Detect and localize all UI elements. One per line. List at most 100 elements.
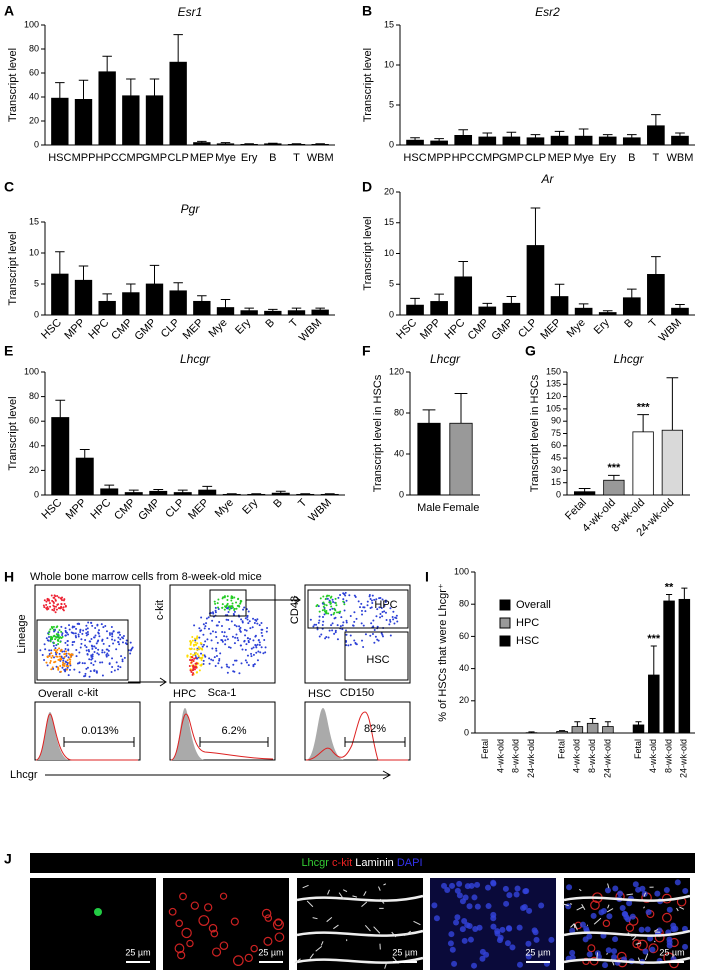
error-bar xyxy=(589,718,596,724)
event-dot xyxy=(335,604,338,607)
error-bar xyxy=(651,256,661,275)
event-dot xyxy=(341,624,344,627)
scale-label: 25 µm xyxy=(392,947,417,957)
event-dot xyxy=(46,639,49,642)
event-dot xyxy=(355,643,358,646)
channel: Laminin xyxy=(355,857,394,869)
nucleus xyxy=(642,948,649,955)
bar xyxy=(603,479,625,496)
event-dot xyxy=(52,644,55,647)
event-dot xyxy=(196,657,199,660)
event-dot xyxy=(75,627,78,630)
error-bar xyxy=(268,142,278,144)
bar xyxy=(240,310,258,316)
chart-title: Esr2 xyxy=(535,5,560,19)
x-tick-label: Ery xyxy=(240,496,261,517)
error-bar xyxy=(666,377,679,431)
bar xyxy=(502,136,521,146)
event-dot xyxy=(85,632,88,635)
event-dot xyxy=(316,604,319,607)
x-tick-label: HPC xyxy=(86,317,111,342)
event-dot xyxy=(318,615,321,618)
nucleus xyxy=(606,913,613,920)
bar xyxy=(678,598,691,734)
laminin xyxy=(578,888,582,892)
event-dot xyxy=(191,636,194,639)
event-dot xyxy=(206,645,209,648)
y-tick-label: 0 xyxy=(389,309,394,319)
y-axis-label: Transcript level in HSCs xyxy=(372,374,384,492)
event-dot xyxy=(192,667,195,670)
panel-label: E xyxy=(4,343,13,359)
event-dot xyxy=(228,666,231,669)
event-dot xyxy=(64,634,67,637)
error-bar xyxy=(626,134,637,138)
x-tick-label: CMP xyxy=(119,152,143,164)
event-dot xyxy=(339,610,342,613)
event-dot xyxy=(59,640,62,643)
error-bar xyxy=(650,645,657,676)
event-dot xyxy=(323,613,326,616)
laminin xyxy=(384,962,388,969)
event-dot xyxy=(194,639,197,642)
x-tick-label: MEP xyxy=(190,152,214,164)
cell xyxy=(174,943,185,954)
event-dot xyxy=(197,655,200,658)
x-tick-label: Ery xyxy=(241,152,258,164)
event-dot xyxy=(104,624,107,627)
event-dot xyxy=(213,656,216,659)
event-dot xyxy=(329,601,332,604)
error-bar xyxy=(79,448,90,459)
event-dot xyxy=(324,637,327,640)
x-tick-label: HSC xyxy=(403,152,426,164)
nucleus xyxy=(525,940,532,947)
event-dot xyxy=(364,610,367,613)
bar xyxy=(216,307,235,316)
event-dot xyxy=(72,632,75,635)
event-dot xyxy=(324,598,327,601)
error-bar xyxy=(128,489,139,493)
event-dot xyxy=(89,640,92,643)
event-dot xyxy=(73,640,76,643)
event-dot xyxy=(318,635,321,638)
event-dot xyxy=(362,624,365,627)
gate-label: HPC xyxy=(374,599,397,611)
event-dot xyxy=(205,617,208,620)
y-tick-label: 20 xyxy=(29,465,39,475)
event-dot xyxy=(52,609,55,612)
y-tick-label: 15 xyxy=(551,477,561,487)
laminin xyxy=(562,903,569,907)
error-bar xyxy=(675,132,685,137)
event-dot xyxy=(328,599,331,602)
event-dot xyxy=(383,604,386,607)
event-dot xyxy=(73,668,76,671)
x-tick-label: Ery xyxy=(592,316,613,337)
event-dot xyxy=(121,660,124,663)
event-dot xyxy=(46,608,49,611)
bar xyxy=(320,493,339,496)
y-tick-label: 60 xyxy=(29,416,39,426)
event-dot xyxy=(223,635,226,638)
cell xyxy=(264,914,273,922)
event-dot xyxy=(81,632,84,635)
event-dot xyxy=(341,628,344,631)
bar xyxy=(573,491,596,496)
error-bar xyxy=(602,134,613,137)
event-dot xyxy=(389,634,392,637)
y-tick-label: 80 xyxy=(459,599,469,609)
event-dot xyxy=(226,665,229,668)
event-dot xyxy=(65,654,68,657)
event-dot xyxy=(189,643,192,646)
event-dot xyxy=(202,623,205,626)
x-tick-label: CMP xyxy=(112,497,138,523)
y-axis-label: Transcript level xyxy=(7,48,19,122)
laminin xyxy=(306,900,314,908)
x-tick-label: B xyxy=(271,497,285,511)
bar xyxy=(663,600,675,734)
event-dot xyxy=(95,642,98,645)
event-dot xyxy=(384,599,387,602)
error-bar xyxy=(226,493,237,495)
event-dot xyxy=(60,625,63,628)
nucleus xyxy=(451,960,458,967)
event-dot xyxy=(231,602,234,605)
